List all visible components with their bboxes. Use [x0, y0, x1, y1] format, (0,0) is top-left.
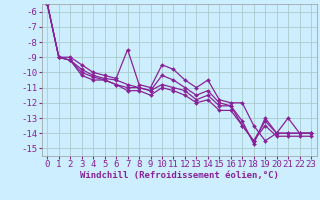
X-axis label: Windchill (Refroidissement éolien,°C): Windchill (Refroidissement éolien,°C) — [80, 171, 279, 180]
